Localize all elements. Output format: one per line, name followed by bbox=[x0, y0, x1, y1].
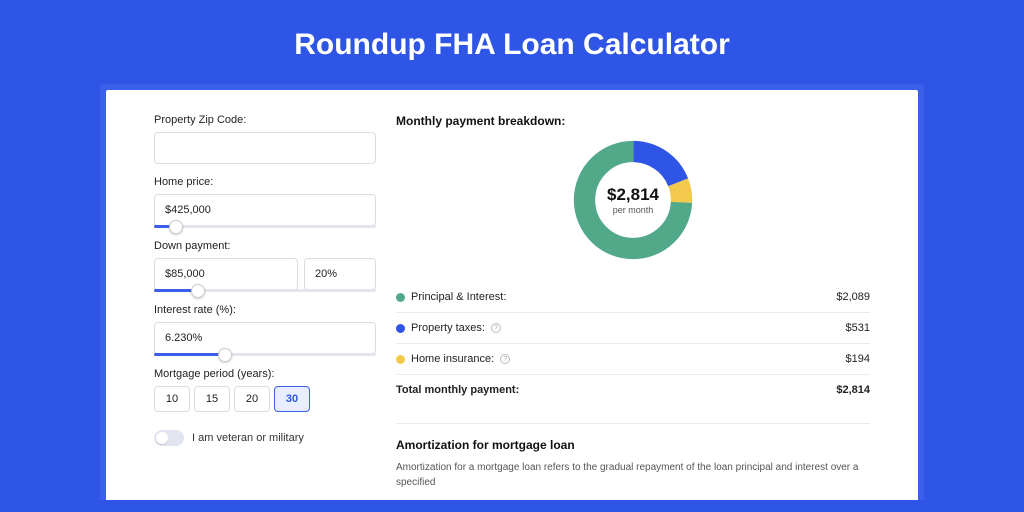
veteran-toggle[interactable] bbox=[154, 430, 184, 446]
card-shadow: Property Zip Code: Home price: Down paym… bbox=[100, 84, 924, 500]
home-price-input[interactable] bbox=[154, 194, 376, 226]
total-row: Total monthly payment: $2,814 bbox=[396, 374, 870, 405]
legend-dot bbox=[396, 324, 405, 333]
mortgage-period-options: 10152030 bbox=[154, 386, 376, 412]
period-option-20[interactable]: 20 bbox=[234, 386, 270, 412]
donut-sub: per month bbox=[613, 205, 654, 215]
breakdown-value: $2,089 bbox=[836, 291, 870, 303]
breakdown-row: Property taxes:? $531 bbox=[396, 312, 870, 343]
mortgage-period-label: Mortgage period (years): bbox=[154, 368, 376, 380]
period-option-30[interactable]: 30 bbox=[274, 386, 310, 412]
amortization-title: Amortization for mortgage loan bbox=[396, 438, 870, 452]
down-payment-slider[interactable] bbox=[154, 289, 376, 292]
interest-rate-label: Interest rate (%): bbox=[154, 304, 376, 316]
period-option-15[interactable]: 15 bbox=[194, 386, 230, 412]
breakdown-rows: Principal & Interest: $2,089 Property taxe… bbox=[396, 282, 870, 374]
legend-dot bbox=[396, 355, 405, 364]
breakdown-label: Home insurance: bbox=[411, 353, 494, 365]
donut-amount: $2,814 bbox=[607, 185, 659, 205]
field-home-price: Home price: bbox=[154, 176, 376, 228]
field-interest-rate: Interest rate (%): bbox=[154, 304, 376, 356]
zip-label: Property Zip Code: bbox=[154, 114, 376, 126]
field-mortgage-period: Mortgage period (years): 10152030 bbox=[154, 368, 376, 412]
breakdown-value: $531 bbox=[846, 322, 870, 334]
down-payment-label: Down payment: bbox=[154, 240, 376, 252]
zip-input[interactable] bbox=[154, 132, 376, 164]
field-zip: Property Zip Code: bbox=[154, 114, 376, 164]
period-option-10[interactable]: 10 bbox=[154, 386, 190, 412]
form-panel: Property Zip Code: Home price: Down paym… bbox=[106, 90, 396, 500]
home-price-label: Home price: bbox=[154, 176, 376, 188]
interest-rate-input[interactable] bbox=[154, 322, 376, 354]
legend-dot bbox=[396, 293, 405, 302]
down-payment-input[interactable] bbox=[154, 258, 298, 290]
donut-chart: $2,814 per month bbox=[396, 136, 870, 264]
breakdown-row: Home insurance:? $194 bbox=[396, 343, 870, 374]
interest-rate-slider[interactable] bbox=[154, 353, 376, 356]
total-value: $2,814 bbox=[836, 384, 870, 396]
page-title: Roundup FHA Loan Calculator bbox=[0, 0, 1024, 84]
veteran-label: I am veteran or military bbox=[192, 432, 304, 444]
field-down-payment: Down payment: bbox=[154, 240, 376, 292]
info-icon[interactable]: ? bbox=[491, 323, 501, 333]
total-label: Total monthly payment: bbox=[396, 384, 519, 396]
field-veteran: I am veteran or military bbox=[154, 430, 376, 446]
amortization-body: Amortization for a mortgage loan refers … bbox=[396, 460, 870, 490]
breakdown-value: $194 bbox=[846, 353, 870, 365]
amortization-section: Amortization for mortgage loan Amortizat… bbox=[396, 423, 870, 490]
breakdown-label: Principal & Interest: bbox=[411, 291, 506, 303]
breakdown-title: Monthly payment breakdown: bbox=[396, 114, 870, 128]
down-payment-pct-input[interactable] bbox=[304, 258, 376, 290]
calculator-card: Property Zip Code: Home price: Down paym… bbox=[106, 90, 918, 500]
home-price-slider[interactable] bbox=[154, 225, 376, 228]
breakdown-label: Property taxes: bbox=[411, 322, 485, 334]
breakdown-row: Principal & Interest: $2,089 bbox=[396, 282, 870, 312]
breakdown-panel: Monthly payment breakdown: $2,814 per mo… bbox=[396, 90, 918, 500]
info-icon[interactable]: ? bbox=[500, 354, 510, 364]
